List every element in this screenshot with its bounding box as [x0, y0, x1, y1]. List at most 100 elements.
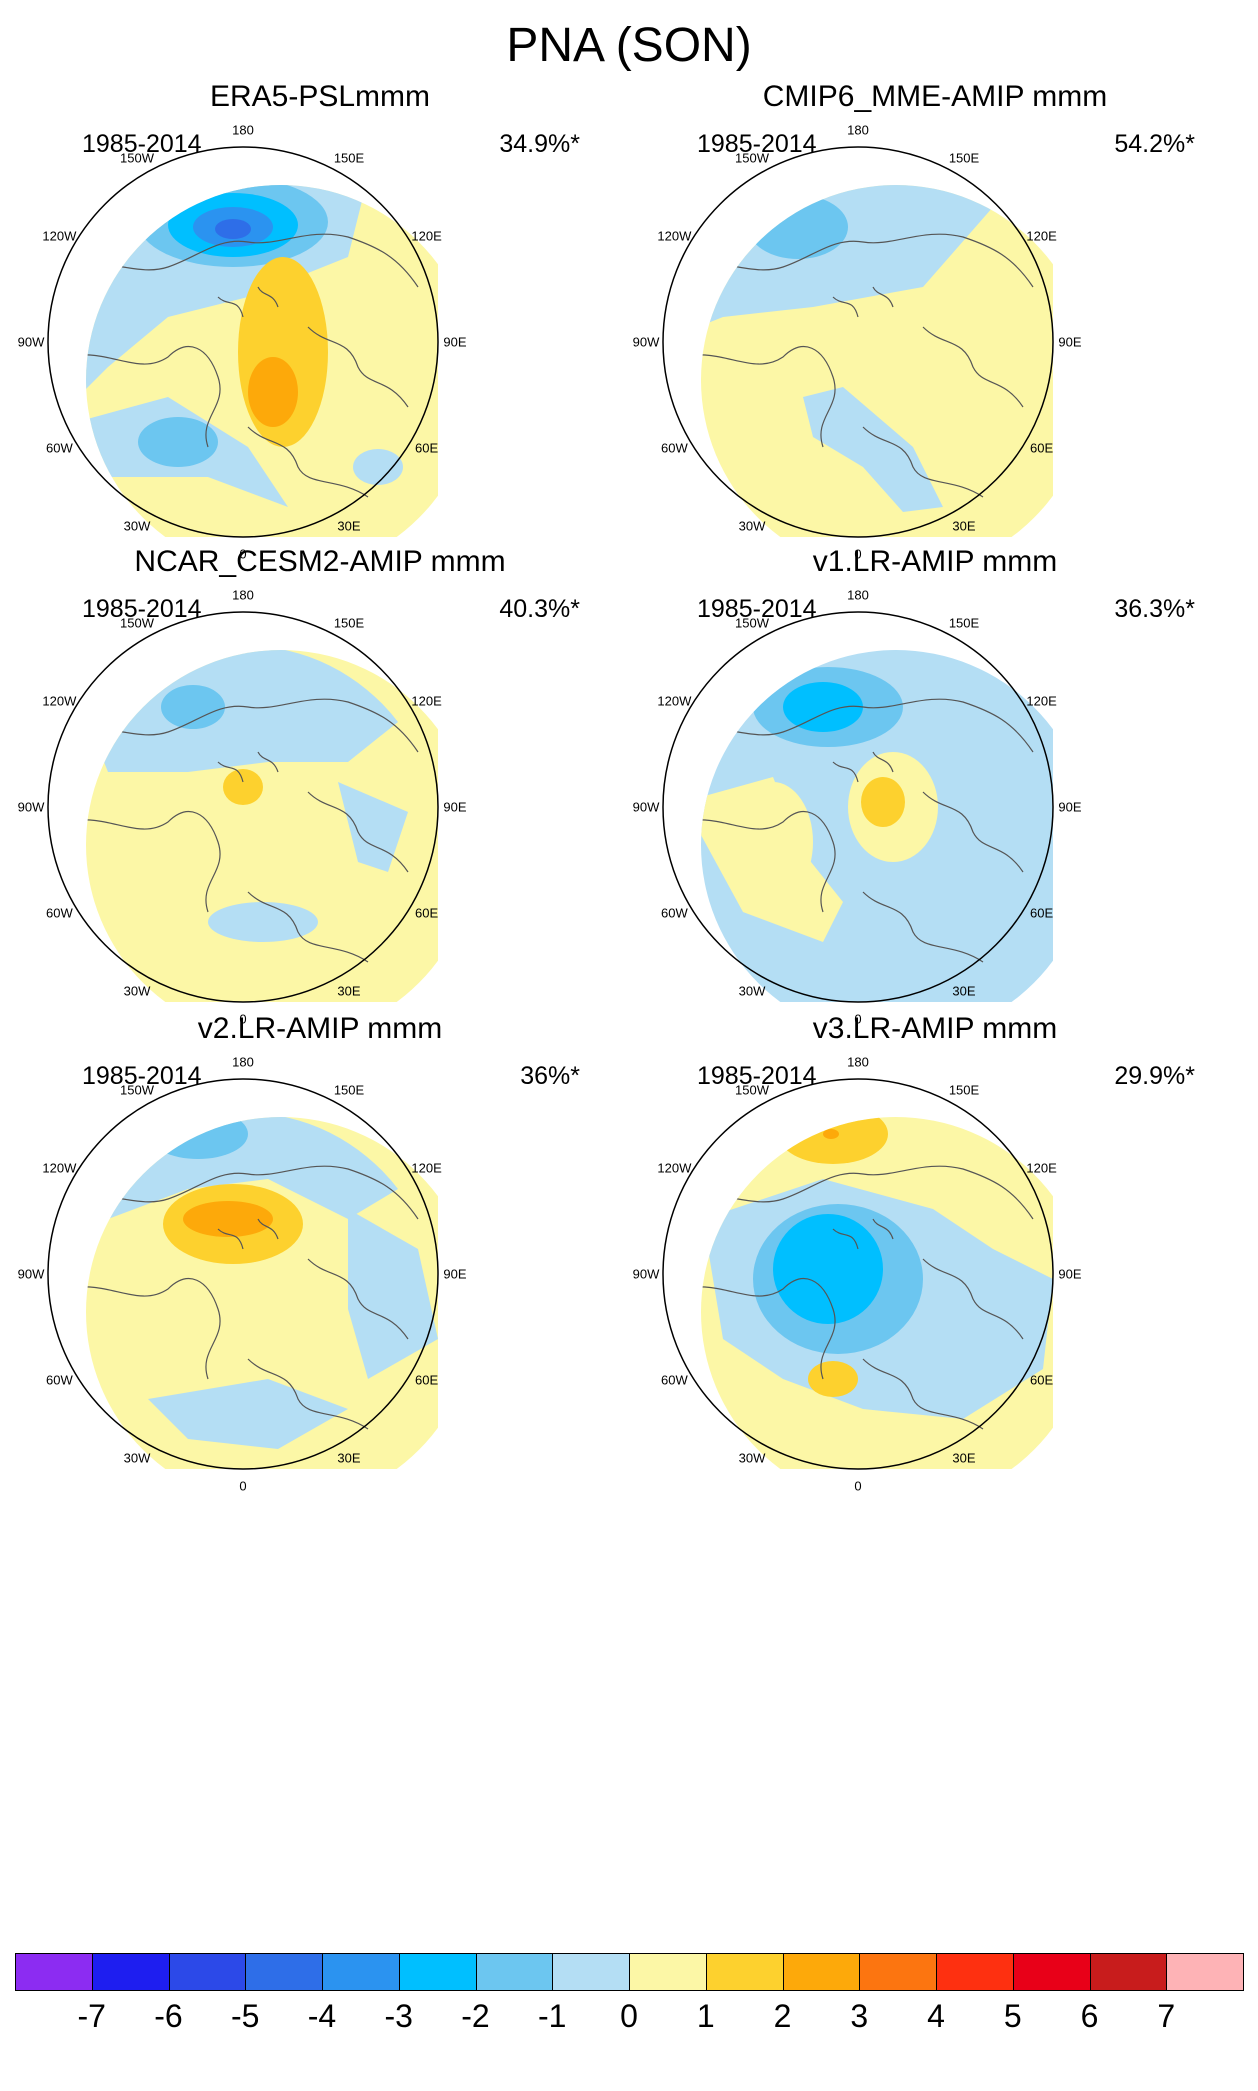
contour-region	[223, 769, 263, 805]
contour-region	[148, 1379, 348, 1449]
contour-region	[783, 682, 863, 732]
longitude-label: 120E	[411, 1160, 442, 1176]
longitude-label: 150E	[948, 150, 980, 166]
colorbar-tick-label: 1	[696, 1998, 715, 2034]
longitude-label: 60W	[46, 440, 73, 456]
longitude-label: 30E	[337, 983, 361, 999]
colorbar-swatch	[936, 1953, 1014, 1991]
polar-map	[662, 146, 1054, 538]
longitude-label: 150W	[120, 615, 154, 631]
colorbar-swatch	[1166, 1953, 1244, 1991]
colorbar-tick-label: -4	[307, 1998, 337, 2034]
contour-region	[215, 219, 251, 239]
colorbar-tick-label: -5	[231, 1998, 260, 2034]
longitude-label: 90W	[17, 1266, 45, 1282]
coastline	[86, 698, 419, 963]
contour-region	[161, 685, 225, 729]
map-panel: v3.LR-AMIP mmm 1985-2014 29.9%* 180 150E 120E…	[625, 1012, 1245, 1632]
coastline	[86, 233, 419, 498]
colorbar-swatch	[859, 1953, 937, 1991]
longitude-label: 90W	[632, 334, 660, 350]
longitude-label: 120E	[1026, 228, 1057, 244]
colorbar-tick-label: 0	[620, 1998, 638, 2034]
panel-title: v1.LR-AMIP mmm	[812, 545, 1058, 578]
map-boundary	[47, 1078, 439, 1470]
longitude-label: 30E	[337, 518, 361, 534]
colorbar-swatch	[552, 1953, 630, 1991]
longitude-label: 30E	[952, 1450, 976, 1466]
colorbar-tick-label: -1	[538, 1998, 567, 2034]
contour-region	[773, 1214, 883, 1324]
contour-region	[861, 777, 905, 827]
longitude-label: 120W	[657, 1160, 692, 1176]
contour-region	[748, 195, 848, 259]
colorbar-swatch	[629, 1953, 707, 1991]
longitude-label: 150E	[333, 150, 365, 166]
longitude-label: 150W	[120, 1082, 154, 1098]
longitude-label: 30W	[738, 983, 766, 999]
longitude-label: 120E	[1026, 1160, 1057, 1176]
longitude-label: 30W	[123, 983, 151, 999]
longitude-label: 120E	[411, 228, 442, 244]
longitude-label: 150E	[948, 1082, 980, 1098]
longitude-label: 90E	[1058, 334, 1082, 350]
longitude-label: 180	[232, 122, 254, 138]
explained-variance: 54.2%*	[1114, 130, 1195, 158]
longitude-label: 120W	[42, 1160, 77, 1176]
longitude-label: 120W	[42, 228, 77, 244]
contour-region	[208, 902, 318, 942]
longitude-label: 60E	[415, 1372, 439, 1388]
contour-region	[138, 417, 218, 467]
polar-map	[47, 1078, 439, 1470]
longitude-label: 0	[854, 1011, 862, 1027]
map-boundary	[47, 146, 439, 538]
panel-period: 1985-2014	[697, 595, 817, 623]
colorbar-tick-label: -6	[154, 1998, 183, 2034]
colorbar-tick-label: -2	[461, 1998, 490, 2034]
colorbar-tick-label: 7	[1157, 1998, 1176, 2034]
longitude-label: 150W	[735, 615, 769, 631]
coastline	[701, 698, 1034, 963]
longitude-label: 180	[232, 1054, 254, 1070]
longitude-label: 0	[239, 1011, 247, 1027]
longitude-label: 150E	[333, 615, 365, 631]
longitude-label: 150W	[735, 1082, 769, 1098]
longitude-label: 90W	[17, 334, 45, 350]
longitude-label: 150E	[948, 615, 980, 631]
longitude-label: 120W	[42, 693, 77, 709]
panel-period: 1985-2014	[697, 1062, 817, 1090]
explained-variance: 29.9%*	[1114, 1062, 1195, 1090]
longitude-label: 30E	[337, 1450, 361, 1466]
longitude-label: 60W	[661, 1372, 688, 1388]
coastline	[701, 1165, 1034, 1430]
longitude-label: 0	[239, 1478, 247, 1494]
longitude-label: 0	[854, 1478, 862, 1494]
longitude-label: 30W	[123, 518, 151, 534]
colorbar-tick-label: 3	[850, 1998, 869, 2034]
contour-region	[733, 782, 813, 902]
longitude-label: 90W	[17, 799, 45, 815]
colorbar-tick-label: 2	[773, 1998, 792, 2034]
contour-region	[823, 1129, 839, 1139]
longitude-label: 150E	[333, 1082, 365, 1098]
longitude-label: 90E	[1058, 799, 1082, 815]
longitude-label: 60E	[415, 440, 439, 456]
longitude-label: 30E	[952, 518, 976, 534]
colorbar-tick-label: -3	[384, 1998, 413, 2034]
longitude-label: 60W	[661, 440, 688, 456]
panel-period: 1985-2014	[82, 130, 202, 158]
contour-region	[183, 1201, 273, 1237]
longitude-label: 180	[847, 1054, 869, 1070]
longitude-label: 180	[847, 122, 869, 138]
polar-map	[662, 611, 1054, 1003]
panel-title: ERA5-PSLmmm	[209, 80, 431, 113]
contour-region	[813, 614, 893, 650]
map-boundary	[662, 1078, 1054, 1470]
map-panel: NCAR_CESM2-AMIP mmm 1985-2014 40.3%* 180 150…	[10, 545, 630, 1165]
contour-region	[353, 449, 403, 485]
explained-variance: 36%*	[520, 1062, 580, 1090]
panel-title: v3.LR-AMIP mmm	[812, 1012, 1058, 1045]
longitude-label: 90E	[443, 334, 467, 350]
contour-region	[808, 1361, 858, 1397]
figure-title: PNA (SON)	[506, 19, 752, 72]
